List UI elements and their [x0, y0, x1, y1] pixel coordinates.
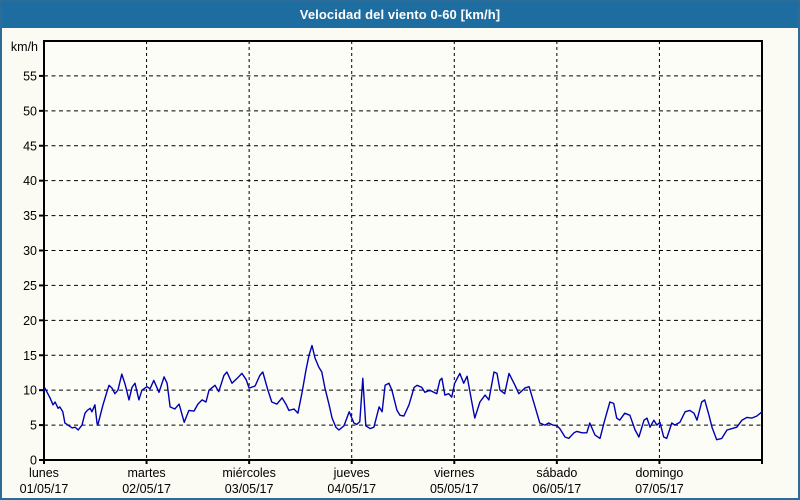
- x-date-label: 01/05/17: [20, 482, 69, 496]
- x-date-label: 02/05/17: [122, 482, 171, 496]
- chart-title-bar: Velocidad del viento 0-60 [km/h]: [2, 2, 798, 28]
- x-date-label: 03/05/17: [225, 482, 274, 496]
- x-day-label: domingo: [635, 466, 683, 480]
- wind-speed-chart-canvas: km/h 0510152025303540455055lunes01/05/17…: [2, 28, 800, 500]
- x-day-label: miércoles: [222, 466, 276, 480]
- y-tick-label: 45: [23, 139, 37, 153]
- x-date-label: 04/05/17: [327, 482, 376, 496]
- y-tick-label: 25: [23, 279, 37, 293]
- wind-chart-window: Velocidad del viento 0-60 [km/h] km/h 05…: [0, 0, 800, 500]
- x-date-label: 07/05/17: [635, 482, 684, 496]
- x-day-label: viernes: [434, 466, 474, 480]
- y-tick-label: 20: [23, 314, 37, 328]
- x-day-label: martes: [127, 466, 165, 480]
- y-tick-label: 50: [23, 104, 37, 118]
- x-day-label: sábado: [536, 466, 577, 480]
- y-tick-label: 40: [23, 174, 37, 188]
- y-tick-label: 10: [23, 384, 37, 398]
- chart-title: Velocidad del viento 0-60 [km/h]: [300, 7, 500, 22]
- x-date-label: 06/05/17: [533, 482, 582, 496]
- y-tick-label: 55: [23, 69, 37, 83]
- x-date-label: 05/05/17: [430, 482, 479, 496]
- x-day-label: jueves: [333, 466, 370, 480]
- y-axis-unit-label: km/h: [11, 40, 38, 54]
- y-tick-label: 15: [23, 349, 37, 363]
- x-day-label: lunes: [29, 466, 59, 480]
- y-tick-label: 5: [30, 419, 37, 433]
- y-tick-label: 35: [23, 209, 37, 223]
- y-tick-label: 30: [23, 244, 37, 258]
